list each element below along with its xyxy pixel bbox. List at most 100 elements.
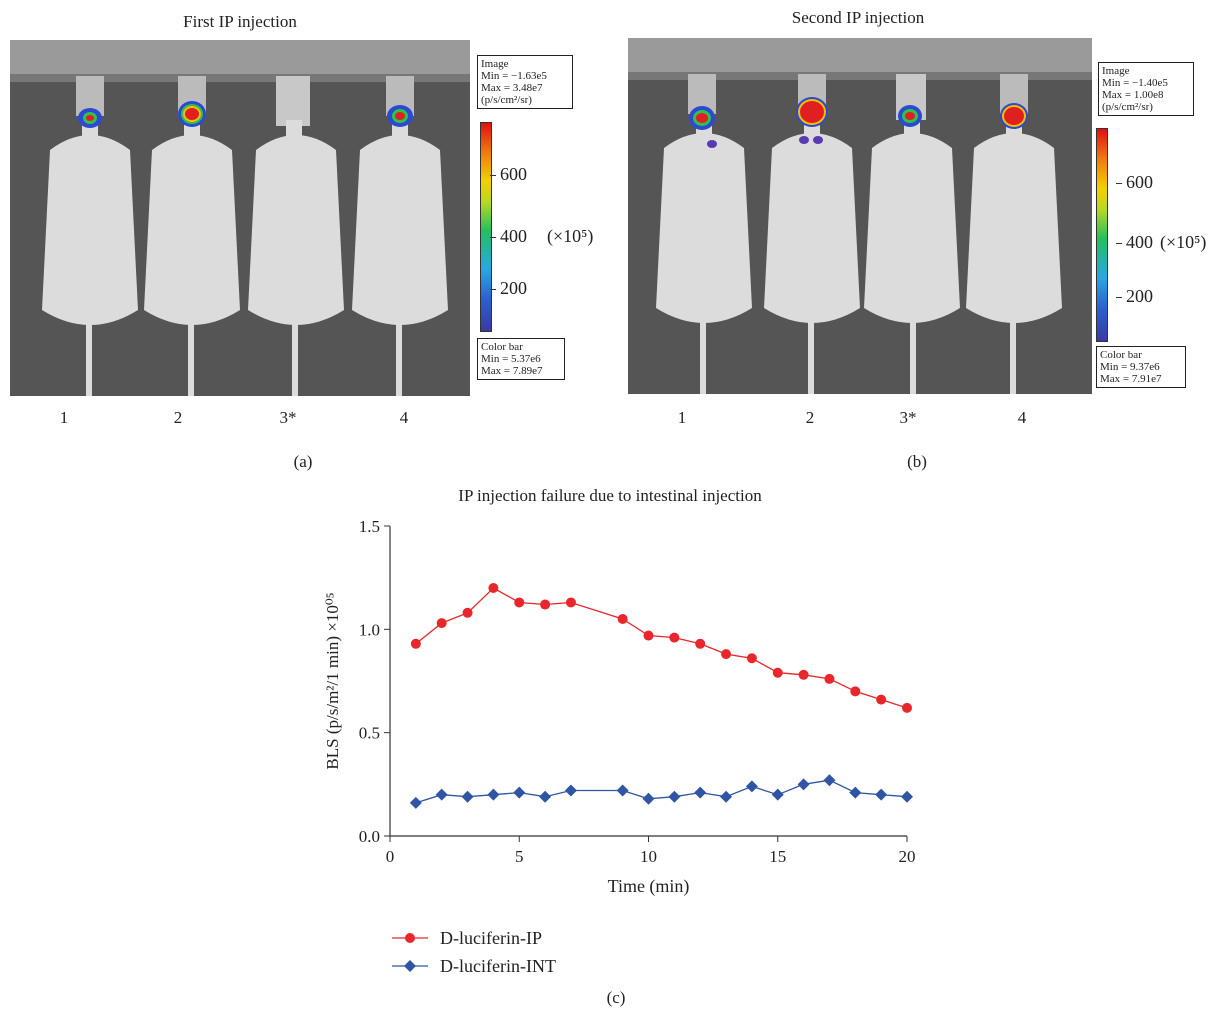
x-tick-label: 10 xyxy=(640,847,657,866)
data-point-ip xyxy=(514,597,525,608)
image-box-line2: Min = −1.40e5 xyxy=(1102,77,1168,89)
data-point-ip xyxy=(488,583,499,593)
data-point-int xyxy=(487,788,500,801)
data-point-ip xyxy=(617,614,628,624)
panel-a-title: First IP injection xyxy=(183,12,297,31)
y-tick-label: 1.5 xyxy=(359,517,380,536)
colorbar-tick: 400 xyxy=(490,226,527,246)
panel-a-image-box: Image Min = −1.63e5 Max = 3.48e7 (p/s/cm… xyxy=(477,55,573,109)
panel-a-label: (a) xyxy=(293,452,313,471)
colorbar-tick: 200 xyxy=(490,278,527,298)
mouse-label-1: 1 xyxy=(59,408,69,427)
x-tick-label: 20 xyxy=(899,847,916,866)
data-point-int xyxy=(642,792,655,805)
data-point-ip xyxy=(462,607,473,618)
data-point-int xyxy=(797,778,810,791)
x-tick-label: 15 xyxy=(769,847,786,866)
image-box-line4: (p/s/cm²/sr) xyxy=(1102,101,1153,113)
data-point-ip xyxy=(721,649,732,660)
colorbar-tick: 600 xyxy=(1116,172,1153,192)
data-point-ip xyxy=(436,618,447,629)
colorbar-tick: 600 xyxy=(490,164,527,184)
data-point-int xyxy=(901,790,913,803)
data-point-int xyxy=(849,786,862,799)
data-point-ip xyxy=(695,638,706,649)
panel-b-photo xyxy=(628,38,1092,394)
series-line-1 xyxy=(415,587,908,709)
y-tick-label: 0.5 xyxy=(359,724,380,743)
data-point-int xyxy=(823,774,836,787)
legend-marker-int xyxy=(404,960,416,972)
legend-label-1: D-luciferin-IP xyxy=(440,928,542,948)
data-point-int xyxy=(435,788,448,801)
mice-image-a xyxy=(10,40,470,396)
x-axis-label: Time (min) xyxy=(608,876,690,897)
mouse-label-3: 3* xyxy=(899,408,917,427)
data-point-int xyxy=(771,788,784,801)
data-point-int xyxy=(668,790,681,803)
line-chart: 0.0 0.5 1.0 1.5 0 5 10 15 20 Time (min) BLS (p/s/m… xyxy=(323,517,916,976)
mouse-label-3: 3* xyxy=(279,408,297,427)
data-point-ip xyxy=(902,702,912,713)
image-box-line1: Image xyxy=(481,58,509,70)
data-point-int xyxy=(745,780,758,793)
panel-b-colorbar-box: Color bar Min = 9.37e6 Max = 7.91e7 xyxy=(1096,346,1186,388)
data-point-int xyxy=(616,784,629,797)
data-point-ip xyxy=(772,667,783,678)
data-point-int xyxy=(539,790,552,803)
panel-b-label: (b) xyxy=(907,452,927,471)
data-point-int xyxy=(461,790,474,803)
y-axis-label: BLS (p/s/m²/1 min) ×10⁰⁵ xyxy=(323,592,342,769)
data-point-ip xyxy=(540,599,551,610)
legend-label-2: D-luciferin-INT xyxy=(440,956,556,976)
mouse-label-4: 4 xyxy=(399,408,409,427)
colorbar-box-line1: Color bar xyxy=(481,341,523,353)
data-point-int xyxy=(409,796,422,809)
data-point-int xyxy=(564,784,577,797)
data-point-ip xyxy=(746,653,757,664)
data-point-ip xyxy=(824,673,835,684)
colorbar-tick: 200 xyxy=(1116,286,1153,306)
series-line-2 xyxy=(415,779,908,804)
data-point-ip xyxy=(565,597,576,608)
legend-marker-ip xyxy=(405,933,415,943)
data-point-int xyxy=(720,790,733,803)
colorbar-box-line2: Min = 9.37e6 xyxy=(1100,361,1160,373)
x-tick-label: 5 xyxy=(515,847,524,866)
data-point-int xyxy=(875,788,888,801)
data-point-ip xyxy=(876,694,887,705)
image-box-line2: Min = −1.63e5 xyxy=(481,70,547,82)
colorbar-box-line1: Color bar xyxy=(1100,349,1142,361)
y-tick-label: 0.0 xyxy=(359,827,380,846)
colorbar-unit: (×10⁵) xyxy=(547,226,594,246)
data-point-ip xyxy=(410,638,421,649)
mouse-label-2: 2 xyxy=(805,408,815,427)
mouse-label-4: 4 xyxy=(1017,408,1027,427)
x-tick-label: 0 xyxy=(386,847,395,866)
colorbar-box-line3: Max = 7.91e7 xyxy=(1100,373,1162,385)
mouse-label-2: 2 xyxy=(173,408,183,427)
panel-a-colorbar xyxy=(480,122,492,332)
data-point-ip xyxy=(643,630,654,641)
y-tick-label: 1.0 xyxy=(359,620,380,639)
panel-b-colorbar xyxy=(1096,128,1108,342)
panel-a-colorbar-box: Color bar Min = 5.37e6 Max = 7.89e7 xyxy=(477,338,565,380)
panel-b-title: Second IP injection xyxy=(791,8,925,27)
colorbar-box-line2: Min = 5.37e6 xyxy=(481,353,541,365)
data-point-ip xyxy=(798,669,809,680)
colorbar-tick: 400 xyxy=(1116,232,1153,252)
colorbar-unit: (×10⁵) xyxy=(1160,232,1207,252)
colorbar-box-line3: Max = 7.89e7 xyxy=(481,365,543,377)
data-point-ip xyxy=(850,686,861,697)
panel-a-photo xyxy=(10,40,470,396)
mouse-label-1: 1 xyxy=(677,408,687,427)
image-box-line4: (p/s/cm²/sr) xyxy=(481,94,532,106)
data-point-int xyxy=(513,786,526,799)
panel-c-label: (c) xyxy=(606,988,626,1007)
image-box-line1: Image xyxy=(1102,65,1130,77)
panel-b-image-box: Image Min = −1.40e5 Max = 1.00e8 (p/s/cm… xyxy=(1098,62,1194,116)
data-point-int xyxy=(694,786,707,799)
mice-image-b xyxy=(628,38,1092,394)
chart-title: IP injection failure due to intestinal i… xyxy=(458,486,762,505)
image-box-line3: Max = 1.00e8 xyxy=(1102,89,1164,101)
